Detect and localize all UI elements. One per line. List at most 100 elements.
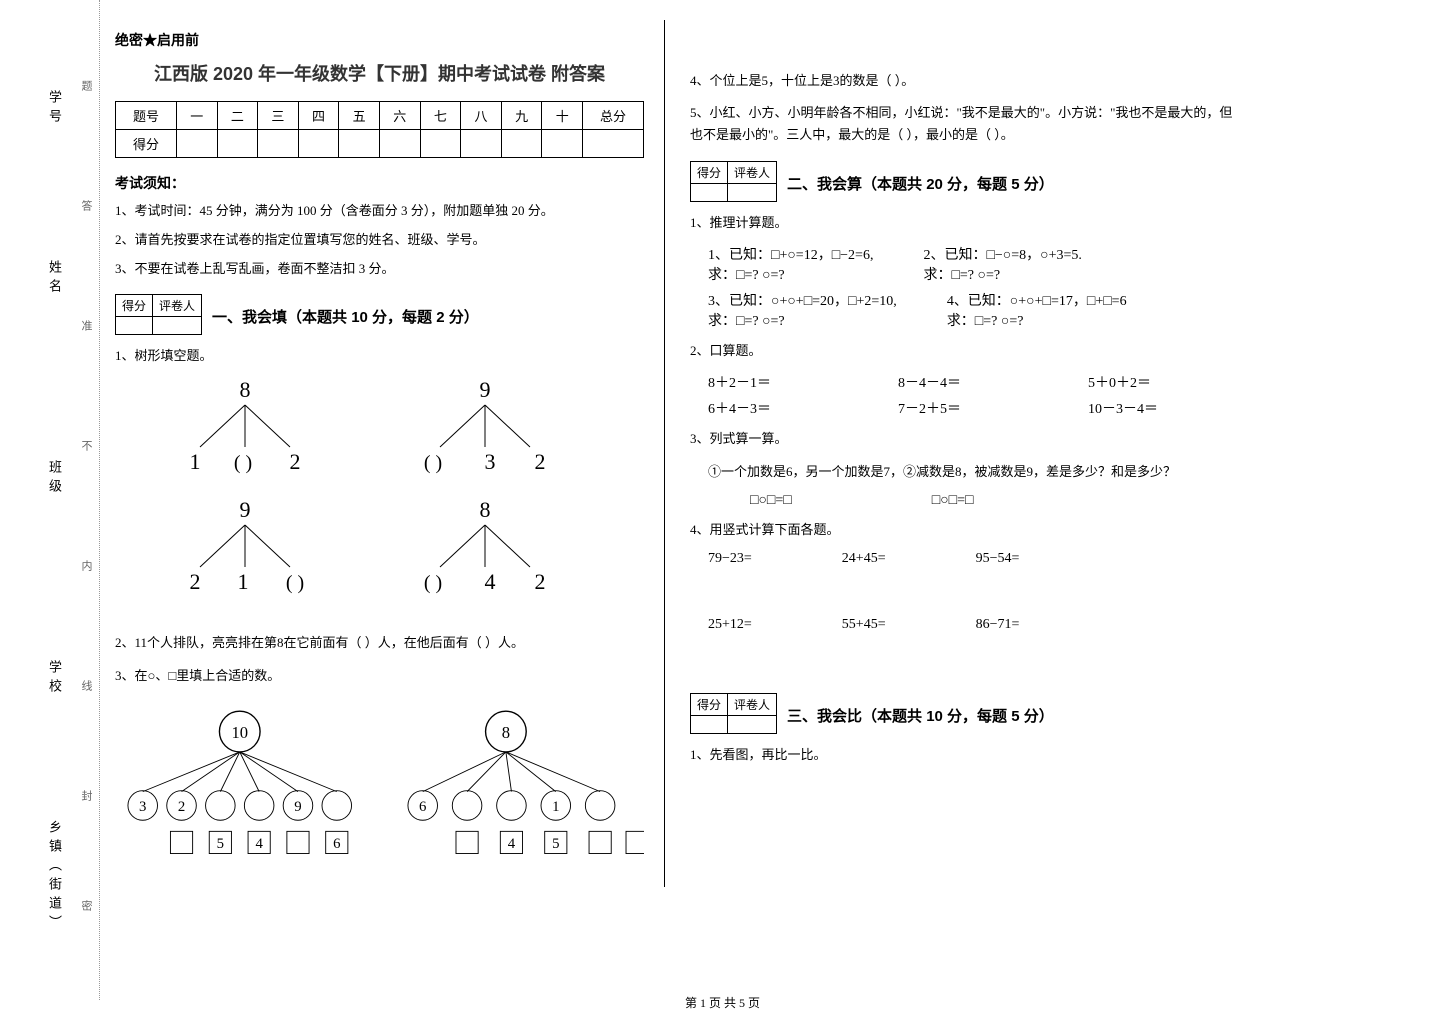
svg-text:( ): ( ) [424,572,442,594]
s2-p1a-given: 1、已知：□+○=12，□−2=6, [708,244,873,264]
machine-right: 8 6 1 4 5 [395,697,645,877]
exam-title: 江西版 2020 年一年级数学【下册】期中考试试卷 附答案 [115,60,644,86]
section1-title: 一、我会填（本题共 10 分，每题 2 分） [212,294,479,327]
instr-1: 1、考试时间：45 分钟，满分为 100 分（含卷面分 3 分），附加题单独 2… [115,201,644,222]
seal-char-1: 封 [78,790,94,803]
s2-p3a-req: 求：□=? ○=? [708,310,897,330]
vert-row-2: 25+12= 55+45= 86−71= [708,617,1235,633]
s2-pair2: 3、已知：○+○+□=20，□+2=10, 求：□=? ○=? 4、已知：○+○… [708,290,1235,330]
score-h5: 五 [339,102,380,130]
marker-grader: 评卷人 [153,295,202,317]
page-content: 绝密★启用前 江西版 2020 年一年级数学【下册】期中考试试卷 附答案 题号 … [110,20,1240,887]
m21: 6＋4－3＝ [708,398,848,418]
score-h10: 十 [542,102,583,130]
score-v6 [379,130,420,158]
score-h7: 七 [420,102,461,130]
marker-e1 [116,317,153,335]
binding-margin: 乡镇（街道） 学校 班级 姓名 学号 密 封 线 内 不 准 答 题 [0,0,100,1000]
s2-p3b-given: 4、已知：○+○+□=17，□+□=6 [947,290,1127,310]
s2-p3a: 3、已知：○+○+□=20，□+2=10, 求：□=? ○=? [708,290,897,330]
v12: 24+45= [842,551,886,567]
s1-q3: 3、在○、□里填上合适的数。 [115,665,644,687]
score-v4 [298,130,339,158]
s1-q4: 4、个位上是5，十位上是3的数是（ ）。 [690,70,1235,92]
score-value-row: 得分 [116,130,644,158]
marker3-e1 [691,715,728,733]
svg-text:9: 9 [240,497,251,522]
s2-q4: 4、用竖式计算下面各题。 [690,519,1235,541]
marker-score: 得分 [116,295,153,317]
svg-text:2: 2 [535,569,546,594]
score-h9: 九 [501,102,542,130]
score-h1: 一 [176,102,217,130]
eq-templates: □○□=□ □○□=□ [750,493,1235,509]
section3-header: 得分评卷人 三、我会比（本题共 10 分，每题 5 分） [690,693,1235,734]
score-h4: 四 [298,102,339,130]
binding-label-class: 班级 [45,460,64,498]
svg-text:1: 1 [238,569,249,594]
right-column: 4、个位上是5，十位上是3的数是（ ）。 5、小红、小方、小明年龄各不相同，小红… [685,20,1240,887]
svg-text:( ): ( ) [234,452,252,474]
svg-text:4: 4 [485,569,496,594]
m23: 10－3－4＝ [1088,398,1228,418]
binding-label-name: 姓名 [45,260,64,298]
marker-table-2: 得分评卷人 [690,161,777,202]
score-row-label: 得分 [116,130,177,158]
s2-p1b-req: 求：□=? ○=? [923,264,1081,284]
seal-char-3: 内 [78,560,94,573]
svg-text:4: 4 [255,836,263,852]
svg-text:6: 6 [419,799,426,815]
seal-char-6: 答 [78,200,94,213]
section3-title: 三、我会比（本题共 10 分，每题 5 分） [787,693,1054,726]
score-v8 [461,130,502,158]
score-header-row: 题号 一 二 三 四 五 六 七 八 九 十 总分 [116,102,644,130]
binding-label-town: 乡镇（街道） [45,820,64,934]
score-v10 [542,130,583,158]
marker2-grader: 评卷人 [728,162,777,184]
s2-pair1: 1、已知：□+○=12，□−2=6, 求：□=? ○=? 2、已知：□−○=8，… [708,244,1235,284]
instr-2: 2、请首先按要求在试卷的指定位置填写您的姓名、班级、学号。 [115,230,644,251]
instr-3: 3、不要在试卷上乱写乱画，卷面不整洁扣 3 分。 [115,259,644,280]
score-v7 [420,130,461,158]
s1-q1: 1、树形填空题。 [115,345,644,367]
s1-q2: 2、11个人排队，亮亮排在第8在它前面有（ ）人，在他后面有（ ）人。 [115,632,644,654]
marker3-score: 得分 [691,693,728,715]
marker3-grader: 评卷人 [728,693,777,715]
tree-diagrams: 8 1 ( ) 2 9 2 1 ( ) 9 ( ) 3 2 8 ( ) [155,377,644,617]
v21: 25+12= [708,617,752,633]
binding-label-id: 学号 [45,90,64,128]
score-h2: 二 [217,102,258,130]
seal-char-2: 线 [78,680,94,693]
seal-char-7: 题 [78,80,94,93]
score-h6: 六 [379,102,420,130]
svg-text:1: 1 [190,449,201,474]
svg-text:8: 8 [240,377,251,402]
svg-text:2: 2 [190,569,201,594]
machine-left: 10 3 2 9 5 4 6 [115,697,365,877]
section2-header: 得分评卷人 二、我会算（本题共 20 分，每题 5 分） [690,161,1235,202]
mental-row-2: 6＋4－3＝ 7－2＋5＝ 10－3－4＝ [708,398,1235,418]
eq-tpl-2: □○□=□ [932,493,974,509]
score-v11 [583,130,644,158]
score-h11: 总分 [583,102,644,130]
score-v2 [217,130,258,158]
s2-p3b-req: 求：□=? ○=? [947,310,1127,330]
section1-header: 得分评卷人 一、我会填（本题共 10 分，每题 2 分） [115,294,644,335]
s2-p1a-req: 求：□=? ○=? [708,264,873,284]
s2-q3-detail: ①一个加数是6，另一个加数是7，②减数是8，被减数是9，差是多少？和是多少？ [708,461,1235,483]
svg-text:( ): ( ) [424,452,442,474]
svg-text:1: 1 [552,799,559,815]
m12: 8－4－4＝ [898,372,1038,392]
marker-table-3: 得分评卷人 [690,693,777,734]
v11: 79−23= [708,551,752,567]
svg-text:9: 9 [294,799,301,815]
s2-q3: 3、列式算一算。 [690,428,1235,450]
confidential-mark: 绝密★启用前 [115,30,644,50]
s2-p3a-given: 3、已知：○+○+□=20，□+2=10, [708,290,897,310]
number-machines: 10 3 2 9 5 4 6 [115,697,644,877]
s2-p1b-given: 2、已知：□−○=8，○+3=5. [923,244,1081,264]
score-v9 [501,130,542,158]
m11: 8＋2－1＝ [708,372,848,392]
svg-text:2: 2 [290,449,301,474]
marker2-e1 [691,184,728,202]
